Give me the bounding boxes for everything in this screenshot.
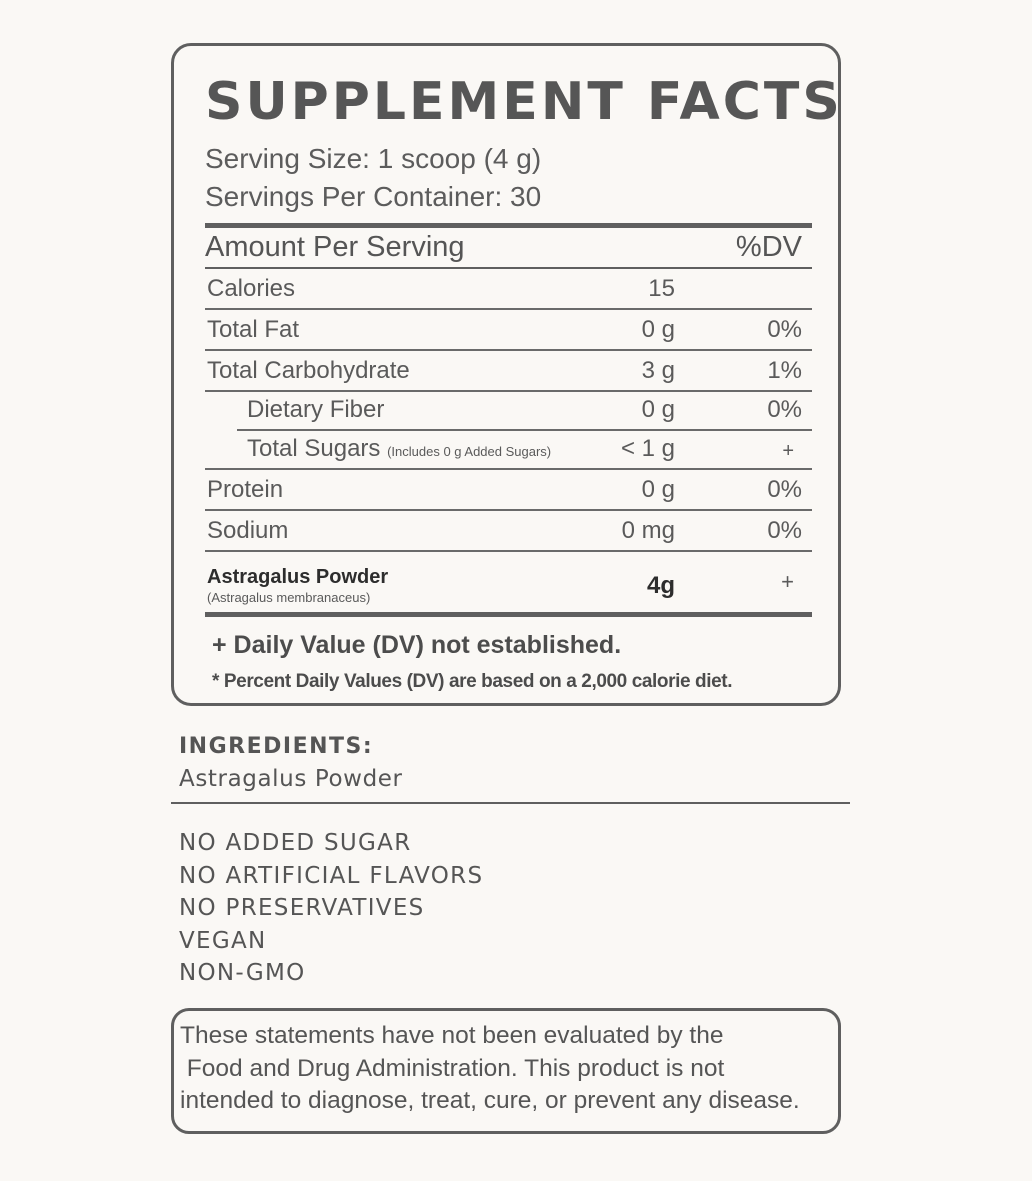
serving-size: Serving Size: 1 scoop (4 g)	[205, 143, 542, 174]
nutrient-name-text: Total Sugars	[247, 435, 381, 462]
nutrient-amount: 3 g	[641, 357, 675, 384]
disclaimer-line: These statements have not been evaluated…	[180, 1022, 724, 1049]
ingredient-dv: +	[781, 569, 794, 594]
claim-item: NO PRESERVATIVES	[179, 895, 425, 922]
nutrient-amount: < 1 g	[620, 435, 675, 462]
nutrient-amount: 15	[648, 275, 675, 302]
nutrient-row-total-carbohydrate: Total Carbohydrate 3 g 1%	[205, 351, 812, 392]
row-divider	[205, 390, 812, 392]
amount-header-row: Amount Per Serving %DV	[205, 229, 812, 269]
section-divider	[171, 802, 850, 804]
nutrient-name: Dietary Fiber	[247, 396, 385, 423]
supplement-facts-panel: SUPPLEMENT FACTS Serving Size: 1 scoop (…	[171, 43, 841, 706]
nutrient-amount: 0 g	[641, 316, 675, 343]
nutrient-name: Total Sugars (Includes 0 g Added Sugars)	[247, 435, 551, 466]
percent-daily-values-note: * Percent Daily Values (DV) are based on…	[212, 671, 733, 692]
ingredient-name: Astragalus Powder	[207, 566, 389, 588]
dv-header-label: %DV	[735, 231, 802, 263]
nutrient-name: Sodium	[207, 517, 289, 544]
fda-disclaimer-text: These statements have not been evaluated…	[180, 1020, 850, 1118]
ingredient-row-astragalus: Astragalus Powder (Astragalus membranace…	[205, 558, 812, 610]
thick-divider-top	[205, 223, 812, 228]
nutrient-amount: 0 mg	[621, 517, 675, 544]
nutrient-dv: 0%	[767, 396, 802, 423]
disclaimer-line: Food and Drug Administration. This produ…	[180, 1054, 725, 1082]
nutrient-table: Calories 15 Total Fat 0 g 0% Total Carbo…	[205, 269, 812, 552]
ingredient-amount: 4g	[646, 572, 675, 599]
nutrient-name: Protein	[207, 476, 284, 503]
nutrient-dv: 1%	[767, 357, 802, 384]
servings-per-container: Servings Per Container: 30	[205, 181, 542, 212]
product-claims-list: NO ADDED SUGAR NO ARTIFICIAL FLAVORS NO …	[179, 827, 483, 990]
nutrient-amount: 0 g	[641, 396, 675, 423]
thick-divider-bottom	[205, 612, 812, 617]
nutrient-row-total-sugars: Total Sugars (Includes 0 g Added Sugars)…	[205, 429, 812, 470]
nutrient-name: Total Carbohydrate	[207, 357, 410, 384]
fda-disclaimer-box: These statements have not been evaluated…	[171, 1008, 841, 1134]
nutrient-dv: 0%	[767, 316, 802, 343]
nutrient-dv: +	[782, 440, 794, 462]
disclaimer-line: intended to diagnose, treat, cure, or pr…	[180, 1087, 800, 1114]
added-sugars-note: (Includes 0 g Added Sugars)	[387, 444, 552, 459]
nutrient-row-total-fat: Total Fat 0 g 0%	[205, 310, 812, 351]
nutrient-amount: 0 g	[641, 476, 675, 503]
facts-title: SUPPLEMENT FACTS	[205, 72, 843, 132]
claim-item: VEGAN	[179, 927, 267, 954]
nutrient-row-calories: Calories 15	[205, 269, 812, 310]
nutrient-name: Total Fat	[207, 316, 300, 343]
claim-item: NO ARTIFICIAL FLAVORS	[179, 862, 484, 889]
row-divider-indented	[237, 429, 812, 431]
ingredient-latin-name: (Astragalus membranaceus)	[207, 590, 371, 605]
nutrient-dv: 0%	[767, 476, 802, 503]
nutrient-row-dietary-fiber: Dietary Fiber 0 g 0%	[205, 390, 812, 431]
nutrient-row-sodium: Sodium 0 mg 0%	[205, 511, 812, 552]
amount-per-serving-label: Amount Per Serving	[205, 231, 465, 263]
nutrient-dv: 0%	[767, 517, 802, 544]
dv-not-established-note: + Daily Value (DV) not established.	[212, 631, 622, 659]
claim-item: NON-GMO	[179, 960, 306, 987]
nutrient-name: Calories	[207, 275, 296, 302]
ingredients-heading: INGREDIENTS:	[179, 734, 374, 759]
ingredients-list: Astragalus Powder	[179, 766, 403, 792]
claim-item: NO ADDED SUGAR	[179, 830, 412, 856]
nutrient-row-protein: Protein 0 g 0%	[205, 470, 812, 511]
